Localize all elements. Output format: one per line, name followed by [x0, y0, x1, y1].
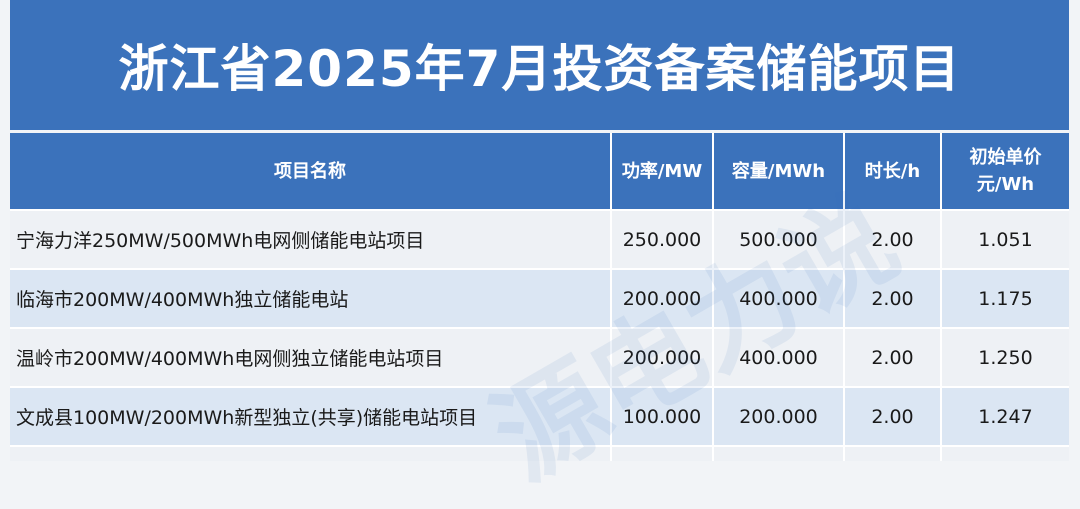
- project-name-cell: 温岭市200MW/400MWh电网侧独立储能电站项目: [10, 327, 612, 387]
- power-cell: 200.000: [611, 268, 714, 328]
- project-name-cell: 文成县100MW/200MWh新型独立(共享)储能电站项目: [10, 386, 612, 446]
- col-header-price-line1: 初始单价: [969, 147, 1042, 168]
- power-cell: 200.000: [611, 327, 714, 387]
- project-name-cell: 宁海力洋250MW/500MWh电网侧储能电站项目: [10, 209, 612, 269]
- table-row: 文成县100MW/200MWh新型独立(共享)储能电站项目 100.000 20…: [10, 386, 1069, 446]
- table-row: 宁海力洋250MW/500MWh电网侧储能电站项目 250.000 500.00…: [10, 209, 1069, 269]
- capacity-cell: 400.000: [713, 268, 845, 328]
- table-header-row: 项目名称 功率/MW 容量/MWh 时长/h 初始单价 元/Wh: [10, 133, 1069, 210]
- project-name-cell: 临海市200MW/400MWh独立储能电站: [10, 268, 612, 328]
- price-cell: 1.247: [941, 386, 1069, 446]
- capacity-cell: 500.000: [713, 209, 845, 269]
- col-header-name: 项目名称: [10, 133, 612, 210]
- price-cell: 1.175: [941, 268, 1069, 328]
- capacity-cell: 200.000: [713, 386, 845, 446]
- col-header-capacity: 容量/MWh: [713, 133, 845, 210]
- duration-cell: 2.00: [844, 386, 942, 446]
- table-row: 临海市200MW/400MWh独立储能电站 200.000 400.000 2.…: [10, 268, 1069, 328]
- power-cell: 100.000: [611, 386, 714, 446]
- duration-cell: 2.00: [844, 268, 942, 328]
- projects-table: 项目名称 功率/MW 容量/MWh 时长/h 初始单价 元/Wh 宁海力洋250…: [10, 133, 1069, 461]
- duration-cell: 2.00: [844, 209, 942, 269]
- power-cell: 250.000: [611, 209, 714, 269]
- col-header-price: 初始单价 元/Wh: [941, 133, 1069, 210]
- price-cell: 1.250: [941, 327, 1069, 387]
- page-title: 浙江省2025年7月投资备案储能项目: [118, 40, 961, 98]
- col-header-duration: 时长/h: [844, 133, 942, 210]
- price-cell: 1.051: [941, 209, 1069, 269]
- title-banner: 浙江省2025年7月投资备案储能项目: [10, 0, 1069, 130]
- duration-cell: 2.00: [844, 327, 942, 387]
- capacity-cell: 400.000: [713, 327, 845, 387]
- table-row-partial: [10, 445, 1069, 461]
- table-row: 温岭市200MW/400MWh电网侧独立储能电站项目 200.000 400.0…: [10, 327, 1069, 387]
- col-header-power: 功率/MW: [611, 133, 714, 210]
- col-header-price-line2: 元/Wh: [976, 174, 1035, 195]
